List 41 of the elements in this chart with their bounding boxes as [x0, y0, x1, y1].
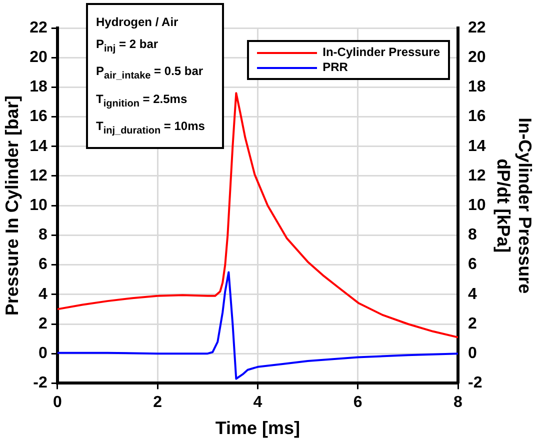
legend-label: PRR [322, 60, 348, 75]
x-tick-label: 6 [353, 394, 362, 412]
annotation: T$_{inj_duration}$ = 10ms [96, 118, 206, 139]
y2-tick-label: 12 [468, 167, 486, 184]
y-tick-label: 22 [30, 19, 48, 36]
y-tick-label: -2 [33, 374, 48, 392]
y2-tick-label: 14 [468, 138, 486, 155]
y2-tick-label: 22 [468, 19, 486, 36]
y2-tick-label: 16 [468, 108, 486, 126]
y-tick-label: 16 [30, 108, 48, 126]
y-tick-label: 12 [30, 167, 48, 184]
annotation: P$_{air_intake}$ = 0.5 bar [96, 63, 204, 84]
x-tick-label: 8 [454, 394, 463, 412]
annotation: T$_{ignition}$ = 2.5ms [96, 90, 188, 112]
annotation: Hydrogen / Air [96, 14, 180, 31]
y2-tick-label: 0 [468, 345, 478, 362]
y-tick-label: 0 [38, 345, 48, 362]
y-tick-label: 6 [38, 256, 48, 274]
y2-axis-title: In-Cylinder Pressure dP/dt [kPa] [494, 118, 536, 294]
annotation: P$_{inj}$ = 2 bar [96, 36, 160, 56]
y2-tick-label: 18 [468, 78, 486, 96]
x-tick-label: 4 [253, 394, 262, 412]
y2-tick-label: 2 [468, 315, 478, 332]
y-tick-label: 18 [30, 78, 48, 96]
y2-tick-label: 6 [468, 256, 478, 274]
y-tick-label: 10 [30, 197, 48, 214]
y2-tick-label: 4 [468, 286, 478, 303]
y2-tick-label: 10 [468, 197, 486, 214]
legend-label: In-Cylinder Pressure [322, 45, 440, 60]
y2-tick-label: 20 [468, 49, 486, 66]
y-axis-title: Pressure In Cylinder [bar] [2, 96, 22, 316]
x-tick-label: 2 [153, 394, 162, 412]
y2-tick-label: 8 [468, 226, 478, 244]
y-tick-label: 20 [30, 49, 48, 66]
y-tick-label: 14 [30, 138, 48, 155]
y2-tick-label: -2 [468, 374, 482, 392]
x-tick-label: 0 [52, 394, 62, 412]
y-tick-label: 8 [38, 226, 48, 244]
y-tick-label: 2 [38, 315, 48, 332]
y-tick-label: 4 [38, 286, 48, 303]
x-axis-title: Time [ms] [215, 418, 300, 438]
